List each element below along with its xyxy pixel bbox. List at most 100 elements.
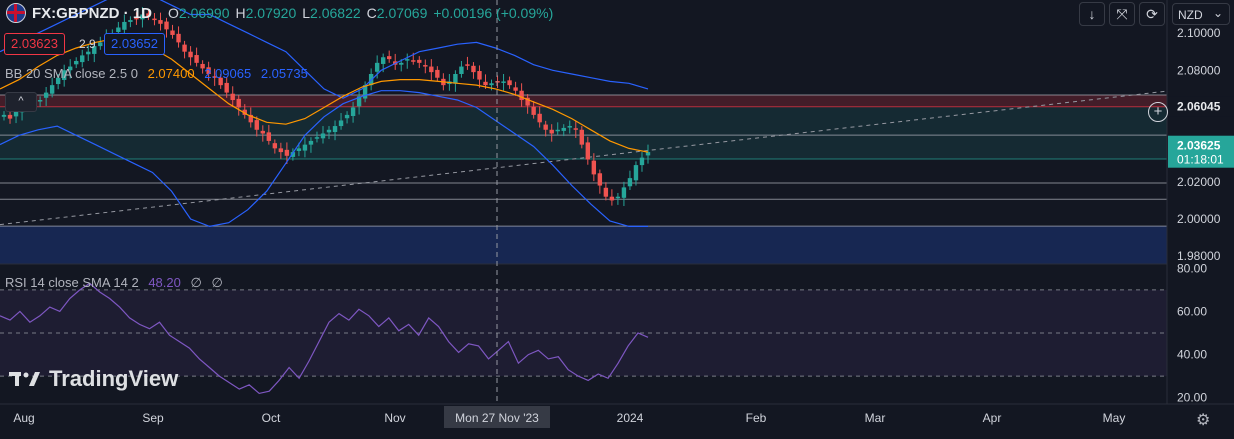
candle-body [639, 157, 645, 166]
candle-body [579, 129, 584, 145]
alert-price-label-bg [1168, 96, 1234, 117]
candle-body [134, 17, 139, 20]
candle-body [218, 77, 223, 86]
alert-price-label: 2.06045 [1177, 100, 1221, 114]
candle-body [350, 107, 356, 117]
candle-body [627, 178, 633, 187]
candle-body [645, 152, 651, 156]
candle-body [152, 18, 157, 21]
collapse-legend-button[interactable]: ^ [5, 92, 37, 112]
candle-body [224, 82, 229, 93]
candle-body [55, 77, 61, 85]
candle-body [230, 93, 235, 101]
rsi-band-fill [0, 289, 1167, 377]
candle-body [86, 51, 91, 55]
candle-body [92, 46, 97, 54]
sell-button[interactable]: 2.03623 [4, 33, 65, 55]
candle-body [98, 42, 103, 47]
rsi-tick-label: 40.00 [1177, 348, 1207, 362]
currency-select[interactable]: NZD ⌄ [1172, 3, 1230, 25]
candle-body [417, 59, 422, 63]
chevron-down-icon: ⌄ [1212, 6, 1223, 20]
candle-body [302, 144, 308, 151]
price-change: +0.00196 (+0.09%) [433, 5, 554, 21]
fullscreen-button[interactable]: ⤧ [1109, 2, 1135, 26]
candle-body [74, 60, 79, 65]
candle-body [194, 55, 199, 63]
candle-body [128, 20, 133, 22]
candle-body [170, 30, 175, 35]
time-tick-label: Mar [865, 411, 886, 425]
candle-body [543, 124, 548, 130]
rsi-tick-label: 80.00 [1177, 261, 1207, 275]
candle-body [489, 83, 494, 86]
candle-body [525, 97, 530, 106]
candle-body [140, 14, 145, 20]
candle-body [429, 66, 434, 73]
add-alert-plus-icon[interactable]: + [1148, 102, 1168, 122]
candle-body [68, 66, 73, 71]
time-tick-label: Feb [746, 411, 767, 425]
candle-body [591, 160, 597, 175]
candle-body [531, 106, 536, 115]
rsi-legend-name: RSI 14 close SMA 14 2 [5, 275, 139, 290]
candle-body [555, 129, 560, 132]
candle-body [266, 132, 272, 141]
candle-body [477, 71, 482, 80]
buy-button[interactable]: 2.03652 [104, 33, 165, 55]
candle-body [320, 133, 326, 139]
candle-body [188, 51, 193, 58]
settings-gear-icon[interactable]: ⚙ [1196, 412, 1211, 429]
candle-body [176, 33, 181, 43]
tradingview-logo-text: TradingView [49, 366, 179, 391]
candle-body [80, 55, 85, 63]
time-tick-label: Sep [142, 411, 164, 425]
candle-body [260, 130, 266, 134]
candle-body [513, 87, 518, 91]
bb-upper-line [0, 0, 649, 99]
candle-body [362, 85, 368, 99]
symbol-legend: FX:GBPNZD · 1D O2.06990 H2.07920 L2.0682… [6, 3, 553, 23]
down-arrow-button[interactable]: ↓ [1079, 2, 1105, 26]
ohlc-close: C2.07069 [366, 5, 428, 21]
price-axis [1167, 0, 1234, 439]
candle-body [344, 114, 350, 119]
candle-body [43, 92, 49, 98]
zone-blue [0, 226, 1167, 264]
time-tick-label: Apr [983, 411, 1002, 425]
candle-body [386, 56, 392, 60]
candle-body [501, 81, 506, 83]
ohlc-open: O2.06990 [168, 5, 230, 21]
candle-body [597, 173, 603, 186]
candle-body [278, 148, 284, 153]
candle-body [405, 59, 410, 61]
time-tick-label: Mon 27 Nov '23 [455, 411, 539, 425]
candle-body [471, 65, 476, 73]
candle-body [585, 142, 591, 160]
price-tick-label: 2.08000 [1177, 63, 1221, 77]
gbp-flag-icon [6, 3, 26, 23]
time-axis [0, 404, 1234, 439]
screenshot-button[interactable]: ⟳ [1139, 2, 1165, 26]
price-tick-label: 2.02000 [1177, 175, 1221, 189]
trendline [0, 90, 1168, 226]
candle-body [7, 114, 13, 119]
time-tick-label: Aug [13, 411, 34, 425]
rsi-legend[interactable]: RSI 14 close SMA 14 2 48.20 ∅ ∅ [5, 275, 223, 291]
crosshair-date-bg [444, 406, 550, 428]
tradingview-logo: TradingView [9, 366, 178, 392]
ohlc-low: L2.06822 [302, 5, 361, 21]
candle-body [338, 120, 344, 127]
current-price-label: 2.03625 [1177, 139, 1221, 153]
candle-body [212, 76, 217, 78]
candle-body [411, 60, 416, 62]
spread-value: 2.9 [79, 37, 96, 51]
candle-body [609, 196, 615, 201]
bb-legend[interactable]: BB 20 SMA close 2.5 0 2.07400 2.09065 2.… [5, 66, 308, 81]
bb-upper-value: 2.09065 [204, 66, 252, 81]
candle-body [254, 120, 259, 130]
time-tick-label: Nov [384, 411, 405, 425]
symbol-title[interactable]: FX:GBPNZD · 1D [32, 4, 152, 22]
candle-body [549, 129, 554, 134]
